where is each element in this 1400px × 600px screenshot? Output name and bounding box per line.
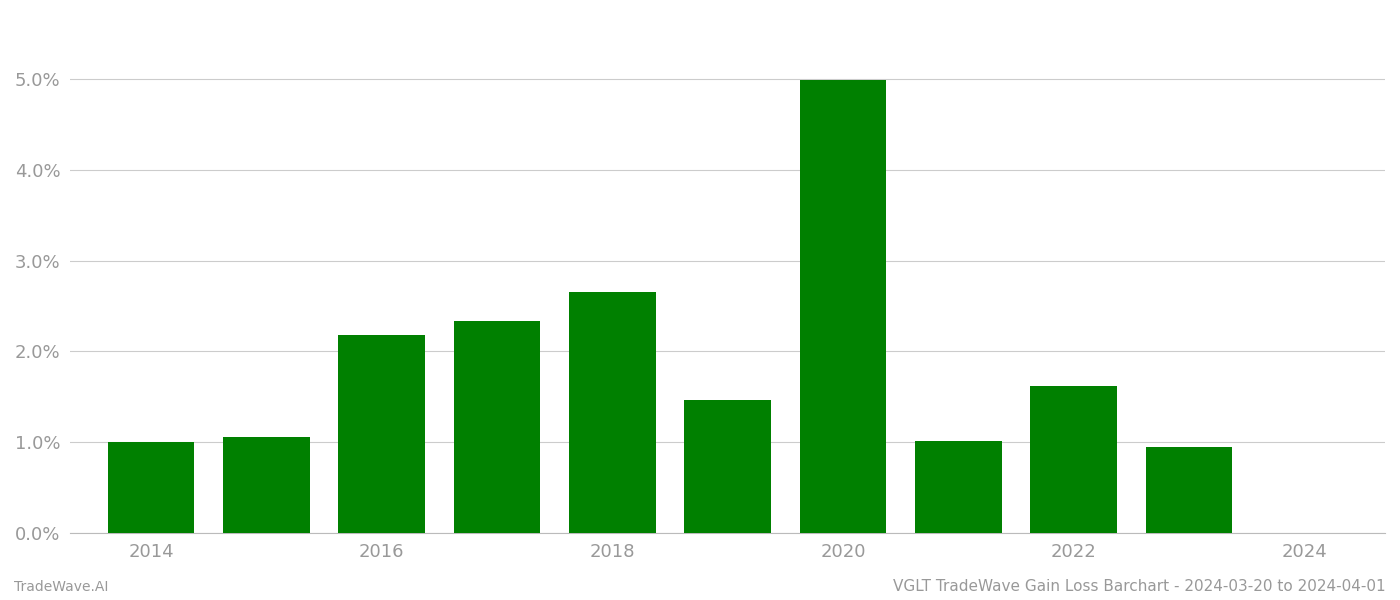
Bar	[685, 400, 771, 533]
Bar	[339, 335, 426, 533]
Text: VGLT TradeWave Gain Loss Barchart - 2024-03-20 to 2024-04-01: VGLT TradeWave Gain Loss Barchart - 2024…	[893, 579, 1386, 594]
Bar	[1030, 386, 1117, 533]
Text: TradeWave.AI: TradeWave.AI	[14, 580, 108, 594]
Bar	[799, 80, 886, 533]
Bar	[570, 292, 655, 533]
Bar	[108, 442, 195, 533]
Bar	[916, 440, 1001, 533]
Bar	[454, 321, 540, 533]
Bar	[1145, 447, 1232, 533]
Bar	[223, 437, 309, 533]
